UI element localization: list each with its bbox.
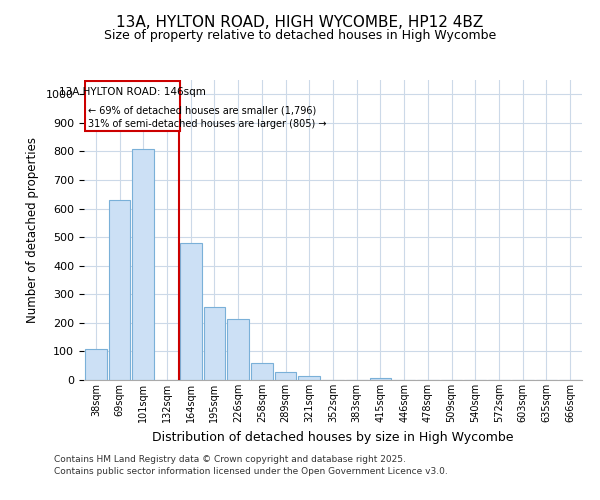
Text: Contains HM Land Registry data © Crown copyright and database right 2025.: Contains HM Land Registry data © Crown c… xyxy=(54,455,406,464)
Bar xyxy=(180,243,202,380)
Bar xyxy=(133,148,154,380)
Text: Contains public sector information licensed under the Open Government Licence v3: Contains public sector information licen… xyxy=(54,468,448,476)
Bar xyxy=(251,363,273,380)
Bar xyxy=(298,376,320,380)
Text: 31% of semi-detached houses are larger (805) →: 31% of semi-detached houses are larger (… xyxy=(88,120,326,130)
Bar xyxy=(85,348,107,380)
Bar xyxy=(203,307,226,380)
Bar xyxy=(109,200,130,380)
Bar xyxy=(275,372,296,380)
X-axis label: Distribution of detached houses by size in High Wycombe: Distribution of detached houses by size … xyxy=(152,430,514,444)
Text: 13A HYLTON ROAD: 146sqm: 13A HYLTON ROAD: 146sqm xyxy=(59,86,206,97)
Text: ← 69% of detached houses are smaller (1,796): ← 69% of detached houses are smaller (1,… xyxy=(88,106,316,116)
Bar xyxy=(370,378,391,380)
Y-axis label: Number of detached properties: Number of detached properties xyxy=(26,137,40,323)
Text: 13A, HYLTON ROAD, HIGH WYCOMBE, HP12 4BZ: 13A, HYLTON ROAD, HIGH WYCOMBE, HP12 4BZ xyxy=(116,15,484,30)
Text: Size of property relative to detached houses in High Wycombe: Size of property relative to detached ho… xyxy=(104,29,496,42)
FancyBboxPatch shape xyxy=(85,82,180,132)
Bar xyxy=(227,318,249,380)
